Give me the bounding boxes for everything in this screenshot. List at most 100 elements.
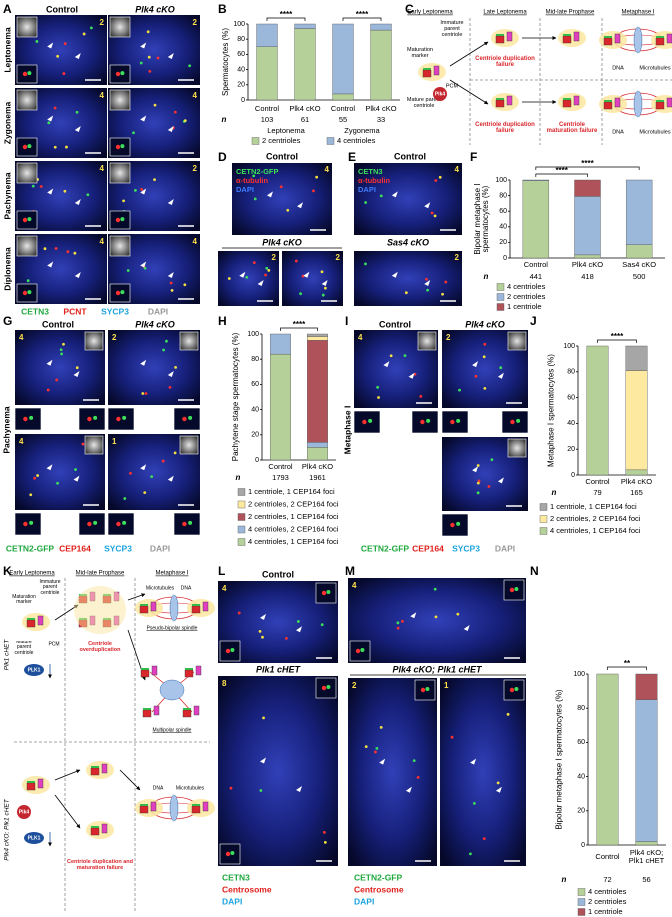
row-label: Diplonema xyxy=(2,247,12,291)
x-tick-label-box: Sas4 cKO xyxy=(622,260,657,270)
focus xyxy=(506,712,510,716)
mature-centriole xyxy=(655,37,665,46)
significance-bracket xyxy=(535,166,640,170)
panel-letter: F xyxy=(470,150,477,164)
y-tick-label: 20 xyxy=(499,239,507,246)
bar-segment xyxy=(574,196,601,256)
legend-swatch xyxy=(237,513,246,521)
label: Microtubules xyxy=(146,585,175,591)
focus xyxy=(412,759,416,763)
focus xyxy=(264,273,267,277)
focus xyxy=(26,279,30,283)
plk1-label: PLK1 xyxy=(28,835,41,841)
inset xyxy=(109,16,131,38)
y-tick-label: 20 xyxy=(251,432,259,439)
y-axis-label-box: Pachytene stage spermatocytes (%) xyxy=(231,333,240,462)
arrowhead xyxy=(463,625,470,631)
dna xyxy=(169,594,179,622)
panel-letter: A xyxy=(3,2,12,16)
focus xyxy=(450,735,454,739)
n-value: 418 xyxy=(581,272,594,281)
focus xyxy=(483,342,487,346)
arrowhead xyxy=(167,475,174,482)
inset xyxy=(14,512,42,536)
maturation-marker xyxy=(563,34,571,36)
focus xyxy=(140,187,144,191)
label-box: Immature parent centriole xyxy=(39,579,61,596)
arrowhead xyxy=(391,271,398,278)
inset xyxy=(16,162,38,184)
group-label: Leptonema xyxy=(267,126,305,135)
arrowhead xyxy=(472,361,479,368)
mature-centriole xyxy=(495,35,505,44)
maturation-marker xyxy=(140,804,148,806)
label: PCM xyxy=(48,641,59,647)
label-box: Centriole duplication and maturation fai… xyxy=(67,859,133,871)
focus xyxy=(469,852,472,856)
maturation-marker xyxy=(656,36,664,38)
plk1 xyxy=(24,832,44,844)
focus xyxy=(75,110,79,114)
focus xyxy=(364,201,368,204)
focus xyxy=(169,281,173,285)
pcm xyxy=(86,821,114,839)
y-tick-label: 60 xyxy=(499,208,507,215)
label-box: Centriole overduplication xyxy=(80,641,121,653)
arrowhead xyxy=(405,786,412,793)
significance-bracket xyxy=(342,17,382,21)
y-tick-label: 20 xyxy=(237,82,245,89)
label: DNA xyxy=(181,585,192,591)
multipolar-spindle xyxy=(149,671,195,713)
focus xyxy=(39,185,43,188)
arrowhead xyxy=(167,126,174,132)
arrowhead xyxy=(46,359,53,366)
focus xyxy=(321,590,327,596)
column-header: Plk4 cKO xyxy=(135,4,175,14)
stain-label: DAPI xyxy=(495,543,515,553)
y-tick-label: 60 xyxy=(567,394,575,401)
x-tick-label-box: Plk4 cKO xyxy=(302,463,333,471)
inset xyxy=(173,407,201,431)
focus xyxy=(120,144,125,149)
legend-label: 4 centrioles xyxy=(337,136,376,145)
focus xyxy=(516,418,521,423)
focus xyxy=(161,459,165,463)
focus xyxy=(434,615,438,619)
focus xyxy=(482,355,486,359)
label: Microtubules xyxy=(176,785,205,791)
y-tick-label: 0 xyxy=(581,842,585,849)
stain-label: α-tubulin xyxy=(236,176,269,185)
focus xyxy=(267,268,271,272)
immature-centriole xyxy=(573,95,580,106)
stage-header: Early Leptonema xyxy=(9,571,55,577)
focus xyxy=(396,626,400,630)
label: Immature parent centriole xyxy=(39,579,61,596)
focus xyxy=(401,619,404,623)
label: Microtubules xyxy=(639,129,670,135)
n-value: 441 xyxy=(530,272,543,281)
legend-label: 1 centriole, 1 CEP164 foci xyxy=(248,487,335,496)
panel-letter: L xyxy=(218,564,225,578)
x-tick-label: Sas4 cKO xyxy=(622,260,657,270)
significance: ** xyxy=(624,659,631,668)
column-header: Control xyxy=(394,151,426,161)
focus xyxy=(458,388,461,392)
centriole-count: 2 xyxy=(100,18,105,27)
mature-centriole xyxy=(603,37,613,46)
pcm xyxy=(599,95,627,113)
panel-letter: B xyxy=(218,2,227,16)
focus xyxy=(477,479,481,483)
focus xyxy=(147,55,151,59)
arrowhead xyxy=(321,280,328,286)
inset xyxy=(109,235,131,257)
column-header: Control xyxy=(42,319,74,329)
plk4-label: Plk4 xyxy=(19,809,30,815)
mature-centriole xyxy=(184,669,194,678)
label: Mature parent centriole xyxy=(14,641,34,655)
y-tick-label: 60 xyxy=(251,381,259,388)
pcm xyxy=(22,613,50,631)
arrowhead xyxy=(424,202,431,209)
stage-header: Metaphase I xyxy=(155,571,188,577)
n-value: 33 xyxy=(377,115,385,124)
arrowhead xyxy=(495,786,502,793)
